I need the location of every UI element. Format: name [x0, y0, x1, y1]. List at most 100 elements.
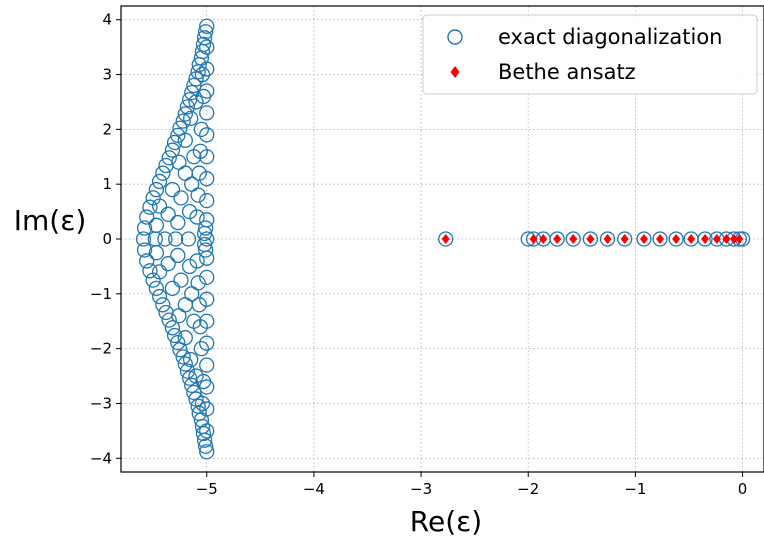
y-tick-label: 4	[102, 11, 112, 29]
ed-point	[196, 225, 213, 242]
ed-point	[199, 39, 215, 55]
ed-point	[170, 334, 186, 351]
ed-point	[148, 182, 165, 198]
ed-point	[636, 231, 652, 247]
legend-marker-exact-diagonalization	[447, 29, 463, 45]
ed-point	[189, 209, 205, 225]
x-tick-label: −4	[303, 480, 325, 498]
ed-point	[189, 253, 205, 269]
x-tick-label: −2	[517, 480, 539, 498]
ed-point	[166, 134, 183, 151]
ed-point	[199, 269, 215, 286]
ed-point	[668, 231, 684, 247]
ba-point	[687, 234, 696, 244]
ed-point	[199, 127, 215, 143]
ed-point	[170, 127, 186, 144]
ba-point	[729, 234, 738, 244]
x-axis-ticks: −5 −4 −3 −2 −1 0	[196, 472, 747, 498]
ed-point	[157, 231, 173, 247]
ed-point	[199, 357, 215, 373]
ba-point	[656, 234, 665, 244]
ed-point	[198, 24, 214, 40]
ed-point	[198, 220, 214, 236]
y-tick-label: −3	[90, 394, 112, 412]
ed-point	[151, 264, 168, 280]
legend: exact diagonalization Bethe ansatz	[422, 14, 758, 95]
ba-point	[441, 234, 450, 244]
ed-point	[194, 395, 211, 412]
y-axis-label: Im(ε)	[14, 204, 87, 237]
ed-point	[177, 132, 193, 148]
y-tick-label: 0	[102, 230, 112, 248]
series-exact-diagonalization	[135, 18, 751, 460]
ed-point	[199, 423, 215, 439]
ed-point	[158, 304, 174, 321]
ed-point	[183, 351, 199, 368]
ed-point	[177, 297, 193, 313]
legend-box	[422, 14, 758, 95]
ed-point	[170, 247, 186, 264]
y-tick-label: −2	[90, 340, 112, 358]
y-axis-ticks: −4 −3 −2 −1 0 1 2 3 4	[90, 11, 121, 467]
ed-point	[181, 203, 198, 220]
ed-point	[179, 99, 196, 115]
ed-point	[199, 61, 215, 77]
ed-point	[177, 165, 193, 181]
ed-point	[652, 231, 668, 247]
ed-point	[177, 356, 193, 372]
ba-point	[539, 234, 548, 244]
legend-marker-bethe-ansatz	[450, 66, 460, 78]
ed-point	[186, 149, 202, 165]
ed-point	[186, 313, 202, 329]
ed-point	[148, 245, 165, 261]
ed-point	[549, 231, 565, 247]
ba-point	[553, 234, 562, 244]
ed-point	[161, 312, 177, 328]
y-tick-label: 3	[102, 66, 112, 84]
ed-point	[177, 106, 193, 122]
ed-point	[139, 209, 155, 225]
ed-point	[135, 231, 152, 247]
ed-point	[184, 377, 200, 394]
ed-point	[177, 330, 193, 346]
ed-point	[196, 236, 213, 253]
ba-point	[620, 234, 629, 244]
ed-point	[198, 242, 214, 258]
ed-point	[199, 401, 215, 417]
ed-point	[160, 256, 176, 272]
ed-point	[180, 231, 197, 247]
ed-point	[599, 231, 616, 247]
x-tick-label: −3	[410, 480, 432, 498]
ed-point	[168, 231, 184, 247]
ed-point	[195, 373, 212, 390]
ed-point	[175, 113, 191, 129]
ed-point	[582, 231, 599, 247]
series-bethe-ansatz	[441, 234, 744, 244]
ba-point	[735, 234, 744, 244]
ed-point	[142, 199, 158, 215]
ed-point	[697, 231, 713, 247]
ed-point	[164, 182, 181, 198]
ed-point	[199, 444, 215, 460]
ed-point	[194, 66, 211, 83]
ed-point	[183, 110, 199, 127]
ba-point	[569, 234, 578, 244]
ed-point	[139, 253, 155, 269]
ed-point	[136, 242, 153, 258]
ed-point	[438, 231, 454, 247]
ed-point	[136, 220, 153, 236]
y-tick-label: 1	[102, 175, 112, 193]
x-axis-label: Re(ε)	[410, 505, 482, 536]
ed-point	[173, 272, 189, 288]
ed-point	[151, 288, 168, 305]
ed-point	[199, 105, 215, 121]
ed-point	[171, 154, 187, 170]
legend-label-bethe-ansatz: Bethe ansatz	[498, 60, 636, 84]
ed-point	[199, 18, 215, 34]
x-tick-label: −5	[196, 480, 218, 498]
ed-point	[195, 88, 212, 105]
ba-point	[586, 234, 595, 244]
ed-point	[184, 176, 200, 192]
ed-point	[155, 165, 171, 181]
ed-point	[175, 349, 191, 365]
